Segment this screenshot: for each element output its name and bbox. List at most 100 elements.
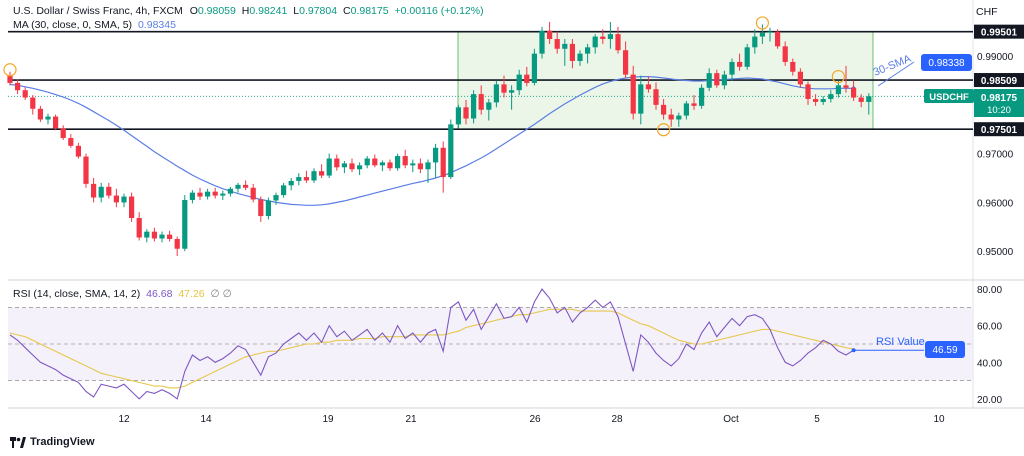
candle-body bbox=[159, 235, 164, 239]
candle-body bbox=[190, 193, 195, 200]
candle-body bbox=[266, 200, 271, 216]
price-tick-label: 0.96000 bbox=[977, 198, 1014, 209]
candle-body bbox=[289, 181, 294, 185]
candle bbox=[471, 90, 476, 123]
candle-body bbox=[798, 72, 803, 85]
candle-body bbox=[722, 75, 727, 86]
tradingview-logo-icon bbox=[10, 437, 26, 448]
candle-body bbox=[828, 94, 833, 99]
candle-body bbox=[836, 85, 841, 94]
candle-body bbox=[349, 163, 354, 169]
candle-body bbox=[319, 171, 324, 175]
candle-body bbox=[653, 89, 658, 105]
candle-body bbox=[387, 162, 392, 168]
candle-body bbox=[433, 148, 438, 163]
candle-body bbox=[410, 163, 415, 165]
candle-body bbox=[91, 184, 96, 198]
x-tick-label: 10 bbox=[933, 414, 945, 425]
candle-body bbox=[615, 34, 620, 50]
x-tick-label: 14 bbox=[200, 414, 212, 425]
candle bbox=[182, 195, 187, 251]
x-tick-label: 19 bbox=[322, 414, 334, 425]
rsi-tick-label: 40.00 bbox=[977, 358, 1002, 369]
candle-body bbox=[365, 159, 370, 166]
x-tick-label: 5 bbox=[814, 414, 820, 425]
legend-title: U.S. Dollar / Swiss Franc, 4h, FXCM bbox=[13, 5, 183, 17]
price-tick-label: 0.97000 bbox=[977, 150, 1014, 161]
candle-body bbox=[106, 187, 111, 196]
candle-body bbox=[813, 99, 818, 102]
candle-body bbox=[357, 165, 362, 169]
price-tick-label: 0.99000 bbox=[977, 52, 1014, 63]
candle-body bbox=[547, 31, 552, 39]
tradingview-logo[interactable]: TradingView bbox=[10, 436, 95, 448]
rsi-legend-value: 46.68 bbox=[146, 288, 172, 300]
brand-name: TradingView bbox=[30, 436, 95, 448]
candle-body bbox=[745, 47, 750, 67]
candle-body bbox=[296, 177, 301, 181]
candle-body bbox=[456, 107, 461, 124]
x-tick-label: 28 bbox=[611, 414, 623, 425]
candle bbox=[395, 154, 400, 171]
candle-body bbox=[114, 196, 119, 203]
price-tick-label: 0.97501 bbox=[981, 125, 1018, 136]
candle bbox=[53, 115, 58, 131]
candle-body bbox=[517, 75, 522, 91]
candle-body bbox=[167, 235, 172, 239]
candle bbox=[699, 84, 704, 108]
rsi-legend-label: RSI (14, close, SMA, 14, 2) bbox=[13, 288, 140, 300]
candle-body bbox=[486, 102, 491, 109]
candle-body bbox=[68, 138, 73, 146]
candle-body bbox=[509, 90, 514, 92]
candle-body bbox=[243, 185, 248, 188]
candle-body bbox=[729, 62, 734, 75]
currency-label: CHF bbox=[976, 6, 998, 18]
candle-body bbox=[669, 115, 674, 120]
rsi-value-label: RSI Value bbox=[876, 336, 925, 348]
candle-body bbox=[866, 96, 871, 102]
ma-value-badge: 0.98338 bbox=[921, 54, 972, 71]
candle-body bbox=[83, 157, 88, 184]
rsi-ma-legend-value: 47.26 bbox=[178, 288, 204, 300]
candle-body bbox=[235, 185, 240, 189]
candle-body bbox=[539, 31, 544, 54]
candle bbox=[83, 154, 88, 188]
candle-body bbox=[471, 94, 476, 118]
candle-body bbox=[220, 194, 225, 196]
candle-body bbox=[851, 88, 856, 98]
candle bbox=[532, 49, 537, 86]
candle-body bbox=[562, 44, 567, 49]
ma-legend-label: MA (30, close, 0, SMA, 5) bbox=[13, 19, 132, 31]
candle-body bbox=[707, 73, 712, 88]
candle-body bbox=[631, 75, 636, 114]
price-tick-label: 0.98509 bbox=[981, 76, 1018, 87]
candle-body bbox=[372, 159, 377, 166]
ma-legend: MA (30, close, 0, SMA, 5) 0.98345 bbox=[13, 19, 176, 31]
legend-open: 0.98059 bbox=[198, 5, 236, 17]
candle-body bbox=[334, 159, 339, 168]
candle-body bbox=[121, 197, 126, 203]
candle-body bbox=[608, 34, 613, 39]
candle-body bbox=[760, 33, 765, 37]
candle-body bbox=[623, 50, 628, 74]
candle-body bbox=[327, 159, 332, 176]
candle-body bbox=[577, 54, 582, 61]
candle-body bbox=[213, 192, 218, 196]
candle-body bbox=[676, 116, 681, 120]
candle-body bbox=[843, 85, 848, 87]
legend-change: +0.00116 (+0.12%) bbox=[394, 5, 483, 17]
candle-body bbox=[304, 177, 309, 180]
candle-body bbox=[380, 162, 385, 165]
candle-body bbox=[23, 90, 28, 97]
candle-body bbox=[311, 171, 316, 180]
candle-body bbox=[197, 193, 202, 197]
candle bbox=[775, 29, 780, 49]
rsi-tick-label: 20.00 bbox=[977, 395, 1002, 406]
candle-body bbox=[646, 84, 651, 89]
legend-o-label: O bbox=[190, 5, 198, 17]
candle-body bbox=[691, 103, 696, 105]
candle-body bbox=[501, 84, 506, 92]
candle-body bbox=[532, 54, 537, 83]
rsi-annotation: RSI Value bbox=[876, 336, 925, 348]
